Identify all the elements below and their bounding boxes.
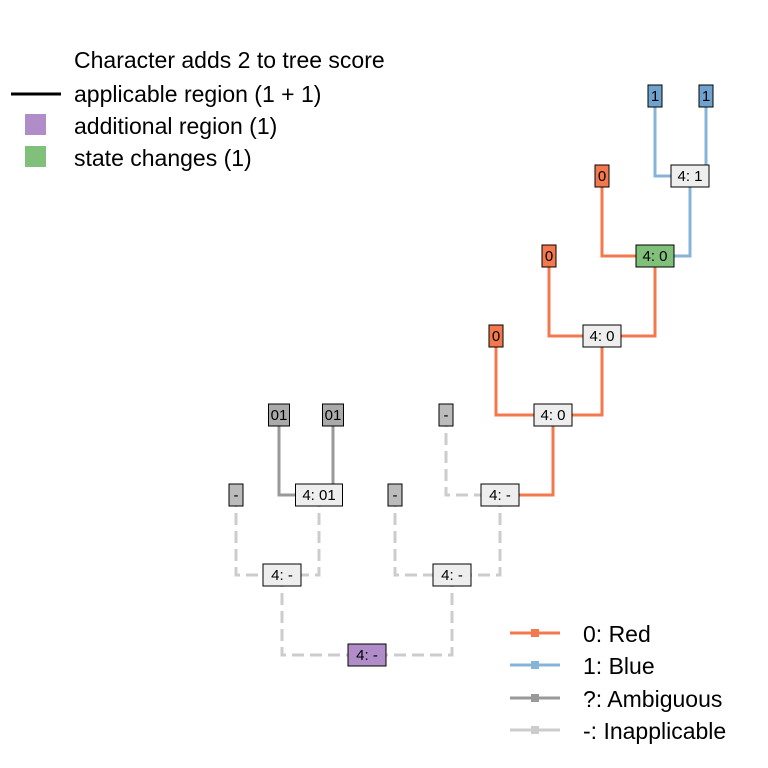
node-n1: 4: 1 (670, 164, 710, 188)
edge-n2-t3 (600, 176, 655, 258)
applicable-region-label: applicable region (1 + 1) (74, 81, 321, 107)
tip-label: - (393, 487, 398, 504)
node-box (635, 244, 675, 268)
tip-label: - (444, 407, 449, 424)
legend-blue: 1: Blue (510, 653, 655, 679)
tip-t4: 0 (541, 244, 557, 268)
edge-n2-n1 (655, 176, 692, 258)
edge-n5-n4 (500, 415, 555, 497)
tip-t10: - (387, 483, 403, 507)
node-box (295, 483, 343, 507)
edge-n7-t9 (234, 495, 282, 577)
edge-n6-t8 (319, 415, 335, 497)
tip-t2: 1 (698, 84, 714, 108)
node-n4: 4: 0 (533, 403, 573, 427)
tip-label: - (234, 487, 239, 504)
node-box (670, 164, 710, 188)
edge-n1-t2 (690, 96, 708, 178)
edge-n6-t7 (277, 415, 319, 497)
state-changes-label: state changes (1) (74, 145, 252, 171)
node-label: 4: 0 (642, 248, 667, 265)
edge-n3-t4 (547, 256, 602, 338)
tip-t6: - (438, 403, 454, 427)
node-label: 4: - (356, 647, 378, 664)
edge-n7-n6 (282, 495, 321, 577)
edge-n5-t6 (444, 415, 500, 497)
edge-n1-t1 (653, 96, 690, 178)
node-box (582, 324, 622, 348)
tip-box (322, 403, 344, 427)
tip-box (541, 244, 557, 268)
node-n7: 4: - (262, 563, 302, 587)
tip-t5: 0 (488, 324, 504, 348)
tip-t1: 1 (647, 84, 663, 108)
tip-t3: 0 (594, 164, 610, 188)
node-label: 4: 1 (677, 168, 702, 185)
node-box (262, 563, 302, 587)
node-box (347, 643, 387, 667)
tip-box (647, 84, 663, 108)
node-root: 4: - (347, 643, 387, 667)
edge-n3-n2 (602, 256, 657, 338)
tip-label: 0 (545, 248, 553, 265)
node-n3: 4: 0 (582, 324, 622, 348)
tip-label: 01 (271, 407, 288, 424)
tip-label: 1 (651, 88, 659, 105)
edge-n4-n3 (553, 336, 604, 417)
additional-region-swatch (25, 114, 46, 135)
tip-label: 0 (598, 168, 606, 185)
node-box (480, 483, 520, 507)
node-label: 4: 01 (302, 487, 335, 504)
tip-label: 1 (702, 88, 710, 105)
edge-root-n8 (367, 575, 454, 657)
edge-n8-n5 (452, 495, 502, 577)
tree-nodes: 1 1 0 0 0 - 01 01 - - 4: 1 4: 0 4: 0 4: 0 4: - 4: 01 4: … (228, 84, 714, 667)
tip-box (228, 483, 244, 507)
node-label: 4: - (489, 487, 511, 504)
node-n2: 4: 0 (635, 244, 675, 268)
tip-t7: 01 (268, 403, 290, 427)
score-legend-title: Character adds 2 to tree score (74, 47, 385, 73)
legend-blue-label: 1: Blue (583, 653, 655, 679)
tip-label: 01 (325, 407, 342, 424)
tip-box (387, 483, 403, 507)
tip-box (594, 164, 610, 188)
node-n6: 4: 01 (295, 483, 343, 507)
legend-ambiguous: ?: Ambiguous (510, 686, 722, 712)
tip-label: 0 (492, 328, 500, 345)
additional-region-label: additional region (1) (74, 113, 277, 139)
state-legend: 0: Red 1: Blue ?: Ambiguous -: Inapplica… (510, 621, 726, 744)
tip-t9: - (228, 483, 244, 507)
score-legend: Character adds 2 to tree score applicabl… (11, 47, 385, 171)
tip-box (438, 403, 454, 427)
node-n5: 4: - (480, 483, 520, 507)
state-changes-swatch (25, 146, 46, 167)
legend-inapplicable-label: -: Inapplicable (583, 718, 726, 744)
edge-n8-t10 (393, 495, 452, 577)
tip-box (698, 84, 714, 108)
tip-t8: 01 (322, 403, 344, 427)
tip-box (268, 403, 290, 427)
node-label: 4: 0 (589, 328, 614, 345)
node-box (432, 563, 472, 587)
node-box (533, 403, 573, 427)
legend-inapplicable: -: Inapplicable (510, 718, 726, 744)
node-label: 4: - (441, 567, 463, 584)
tip-box (488, 324, 504, 348)
edge-n4-t5 (494, 336, 553, 417)
node-n8: 4: - (432, 563, 472, 587)
node-label: 4: 0 (540, 407, 565, 424)
legend-red: 0: Red (510, 621, 651, 647)
node-label: 4: - (271, 567, 293, 584)
legend-ambiguous-label: ?: Ambiguous (583, 686, 722, 712)
edge-root-n7 (280, 575, 367, 657)
legend-red-label: 0: Red (583, 621, 651, 647)
